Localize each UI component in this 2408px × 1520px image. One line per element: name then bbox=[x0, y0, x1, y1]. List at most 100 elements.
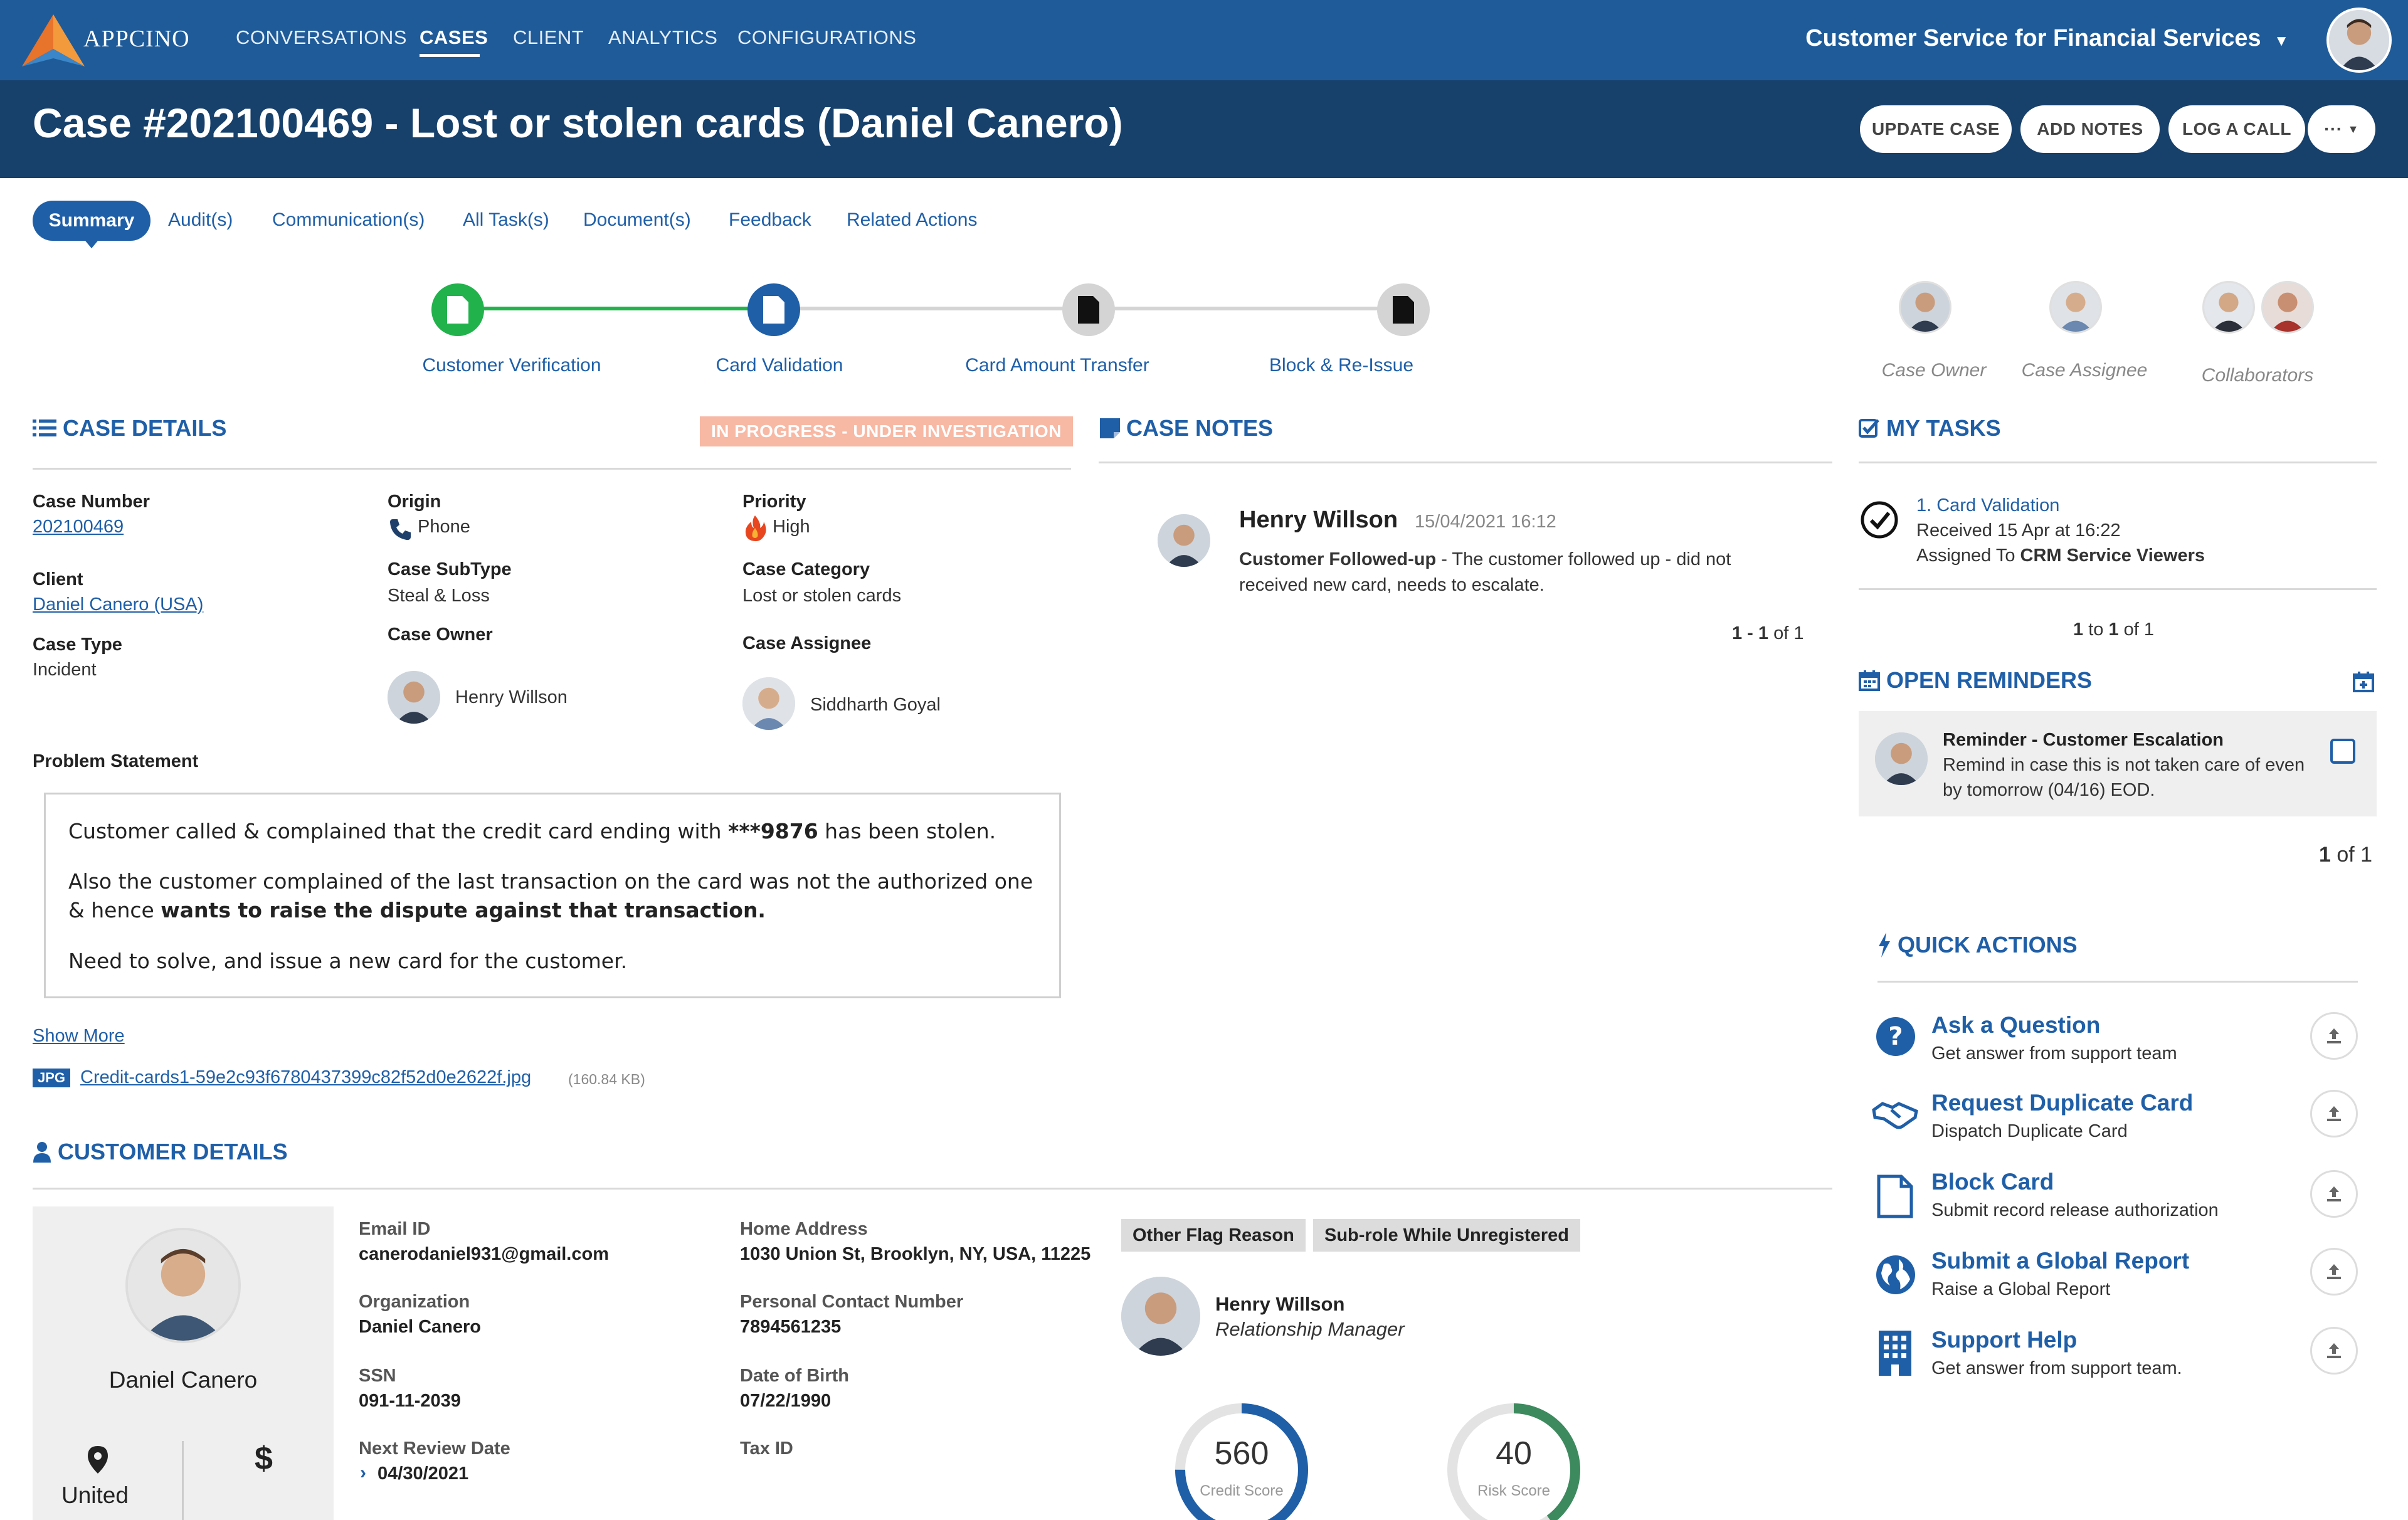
attachment-link[interactable]: Credit-cards1-59e2c93f6780437399c82f52d0… bbox=[80, 1067, 532, 1087]
collaborator-avatar[interactable] bbox=[2261, 281, 2314, 334]
nav-client[interactable]: CLIENT bbox=[513, 26, 584, 48]
reminder-checkbox[interactable] bbox=[2330, 739, 2355, 764]
person-icon bbox=[1121, 1277, 1200, 1356]
case-number-link[interactable]: 202100469 bbox=[33, 517, 124, 537]
flame-icon bbox=[745, 515, 766, 542]
step-label-block-reissue[interactable]: Block & Re-Issue bbox=[1269, 355, 1414, 376]
organization-label: Organization bbox=[359, 1292, 470, 1312]
note-text: - The customer followed up - did not bbox=[1436, 549, 1731, 569]
priority-value: High bbox=[773, 517, 810, 537]
problem-text: has been stolen. bbox=[818, 819, 996, 843]
quick-action-title[interactable]: Block Card bbox=[1931, 1169, 2054, 1195]
user-avatar[interactable] bbox=[2326, 8, 2392, 73]
pager-range: 1 - 1 bbox=[1732, 623, 1769, 643]
add-notes-button[interactable]: ADD NOTES bbox=[2020, 105, 2160, 153]
nav-cases[interactable]: CASES bbox=[420, 26, 488, 48]
person-icon bbox=[2204, 283, 2253, 332]
person-icon bbox=[742, 677, 795, 730]
upload-icon bbox=[2327, 1186, 2341, 1201]
tab-audits[interactable]: Audit(s) bbox=[168, 209, 233, 230]
svg-text:?: ? bbox=[1888, 1022, 1903, 1051]
tasks-pager: 1 to 1 of 1 bbox=[2073, 620, 2154, 640]
pager-total: of 1 bbox=[2330, 843, 2373, 867]
collaborator-avatar[interactable] bbox=[2202, 281, 2255, 334]
person-icon bbox=[2329, 10, 2389, 70]
submit-global-report-button[interactable] bbox=[2310, 1248, 2358, 1296]
upload-icon bbox=[2327, 1028, 2341, 1043]
client-link[interactable]: Daniel Canero (USA) bbox=[33, 594, 204, 615]
step-block-reissue[interactable] bbox=[1377, 283, 1430, 336]
tab-feedback[interactable]: Feedback bbox=[729, 209, 811, 230]
quick-action-title[interactable]: Request Duplicate Card bbox=[1931, 1090, 2194, 1116]
task-title-link[interactable]: 1. Card Validation bbox=[1916, 495, 2060, 515]
step-customer-verification[interactable] bbox=[431, 283, 484, 336]
step-label-card-validation[interactable]: Card Validation bbox=[716, 355, 843, 376]
nav-conversations[interactable]: CONVERSATIONS bbox=[236, 26, 407, 48]
step-label-card-amount-transfer[interactable]: Card Amount Transfer bbox=[965, 355, 1149, 376]
tab-documents[interactable]: Document(s) bbox=[583, 209, 691, 230]
tab-related-actions[interactable]: Related Actions bbox=[847, 209, 978, 230]
update-case-button[interactable]: UPDATE CASE bbox=[1860, 105, 2012, 153]
note-timestamp: 15/04/2021 16:12 bbox=[1415, 512, 1556, 532]
active-tab-pointer bbox=[85, 241, 98, 248]
person-icon bbox=[388, 671, 440, 724]
task-complete-icon[interactable] bbox=[1860, 500, 1899, 539]
problem-text: Need to solve, and issue a new card for … bbox=[68, 948, 628, 973]
add-reminder-icon[interactable] bbox=[2353, 671, 2374, 692]
quick-action-title[interactable]: Ask a Question bbox=[1931, 1012, 2101, 1038]
step-card-validation[interactable] bbox=[747, 283, 800, 336]
support-help-button[interactable] bbox=[2310, 1327, 2358, 1375]
appcino-logo-icon[interactable] bbox=[19, 11, 88, 68]
case-category-value: Lost or stolen cards bbox=[742, 586, 902, 606]
pager-total: of 1 bbox=[1768, 623, 1804, 643]
pager-start: 1 bbox=[2073, 620, 2084, 640]
app-logo-text[interactable]: APPCINO bbox=[83, 26, 190, 52]
document-icon bbox=[1877, 1174, 1913, 1218]
case-owner-avatar[interactable] bbox=[1899, 281, 1951, 334]
case-title-bar: Case #202100469 - Lost or stolen cards (… bbox=[0, 80, 2408, 178]
show-more-link[interactable]: Show More bbox=[33, 1026, 125, 1046]
note-text: received new card, needs to escalate. bbox=[1239, 574, 1545, 595]
problem-text: Also the customer complained of the last… bbox=[68, 869, 1033, 923]
flag-tag: Sub-role While Unregistered bbox=[1313, 1219, 1580, 1252]
document-icon bbox=[763, 296, 784, 324]
ask-question-button[interactable] bbox=[2310, 1012, 2358, 1060]
case-owner-name: Henry Willson bbox=[455, 687, 568, 707]
case-notes-heading: CASE NOTES bbox=[1100, 415, 1273, 441]
quick-actions-title: QUICK ACTIONS bbox=[1898, 932, 2078, 958]
case-number-label: Case Number bbox=[33, 492, 150, 512]
app-switcher-dropdown[interactable]: Customer Service for Financial Services … bbox=[1805, 25, 2289, 52]
gauge-fill bbox=[1175, 1403, 1308, 1520]
next-review-value: 04/30/2021 bbox=[378, 1464, 469, 1484]
step-card-amount-transfer[interactable] bbox=[1062, 283, 1115, 336]
tab-communications[interactable]: Communication(s) bbox=[272, 209, 425, 230]
case-assignee-field-label: Case Assignee bbox=[742, 633, 872, 653]
relationship-manager-avatar bbox=[1121, 1277, 1200, 1356]
block-card-button[interactable] bbox=[2310, 1170, 2358, 1218]
tab-all-tasks[interactable]: All Task(s) bbox=[463, 209, 549, 230]
reminder-card[interactable]: Reminder - Customer Escalation Remind in… bbox=[1859, 711, 2377, 816]
person-icon bbox=[2263, 283, 2312, 332]
request-duplicate-card-button[interactable] bbox=[2310, 1090, 2358, 1137]
my-tasks-heading: MY TASKS bbox=[1859, 415, 2001, 441]
calendar-icon bbox=[1859, 670, 1880, 691]
tab-summary[interactable]: Summary bbox=[33, 201, 150, 241]
nav-configurations[interactable]: CONFIGURATIONS bbox=[737, 26, 917, 48]
dob-value: 07/22/1990 bbox=[740, 1391, 832, 1411]
problem-text-bold: ***9876 bbox=[728, 819, 818, 843]
task-assigned-to: CRM Service Viewers bbox=[2020, 546, 2205, 566]
divider bbox=[33, 1188, 1832, 1190]
log-a-call-button[interactable]: LOG A CALL bbox=[2168, 105, 2305, 153]
document-icon bbox=[1078, 296, 1099, 324]
ssn-label: SSN bbox=[359, 1366, 396, 1386]
quick-action-title[interactable]: Submit a Global Report bbox=[1931, 1248, 2190, 1274]
quick-action-title[interactable]: Support Help bbox=[1931, 1327, 2078, 1353]
step-label-customer-verification[interactable]: Customer Verification bbox=[422, 355, 601, 376]
nav-analytics[interactable]: ANALYTICS bbox=[608, 26, 718, 48]
problem-statement-label: Problem Statement bbox=[33, 751, 199, 771]
more-actions-button[interactable]: ··· ▼ bbox=[2308, 105, 2375, 153]
quick-action-subtitle: Submit record release authorization bbox=[1931, 1200, 2219, 1220]
case-assignee-avatar[interactable] bbox=[2049, 281, 2102, 334]
task-received: Received 15 Apr at 16:22 bbox=[1916, 520, 2121, 541]
tax-id-label: Tax ID bbox=[740, 1438, 793, 1459]
